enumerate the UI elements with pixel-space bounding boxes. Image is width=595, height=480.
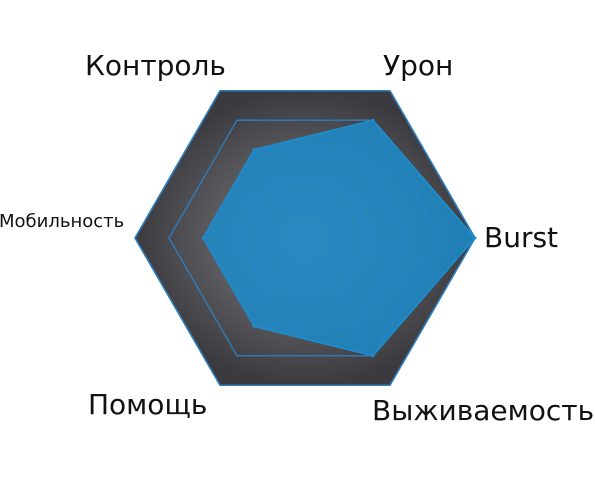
radar-point-5	[252, 148, 256, 152]
radar-point-2	[371, 354, 375, 358]
radar-ring-overlay-1	[270, 208, 340, 268]
axis-label-mobilnost: Мобильность	[0, 211, 124, 232]
radar-point-0	[371, 118, 375, 122]
radar-point-4	[201, 236, 205, 240]
axis-label-uron: Урон	[383, 49, 453, 82]
radar-point-3	[252, 324, 256, 328]
axis-label-burst: Burst	[484, 221, 558, 254]
radar-point-1	[473, 236, 477, 240]
axis-label-pomoshch: Помощь	[88, 388, 207, 421]
radar-ring-overlay-4	[168, 119, 442, 357]
radar-series	[168, 118, 477, 358]
radar-axis-labels: Урон Burst Выживаемость Помощь Мобильнос…	[0, 49, 594, 427]
radar-ring-overlay-2	[236, 178, 374, 298]
axis-label-vyzhivaemost: Выживаемость	[372, 394, 594, 427]
axis-label-kontrol: Контроль	[85, 49, 226, 82]
